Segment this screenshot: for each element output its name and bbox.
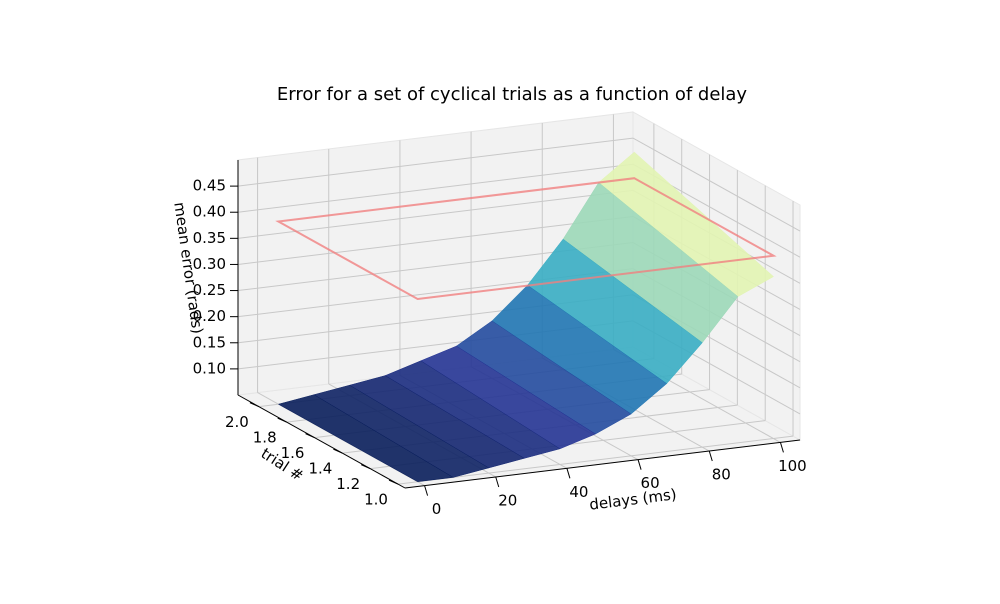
grid-line [237,189,634,239]
z-tick-label: 0.45 [193,177,226,195]
z-tick-label: 0.35 [193,229,226,247]
z-tick-label: 0.15 [193,333,226,351]
x-axis-label: delays (ms) [588,485,677,514]
x-tick [566,468,571,479]
surface-patch [277,394,454,482]
y-tick-label: 1.4 [308,460,332,478]
x-tick [495,476,500,488]
grid-line [237,163,634,213]
chart-title: Error for a set of cyclical trials as a … [277,84,748,105]
y-tick-label: 2.0 [225,413,249,431]
y-axis [237,394,406,489]
x-axis [404,439,801,489]
y-tick-label: 1.0 [364,491,388,509]
z-tick-label: 0.40 [193,203,226,221]
x-tick [637,459,642,470]
z-tick-label: 0.30 [193,255,226,273]
x-tick [708,450,713,462]
grid-line [237,215,634,265]
z-tick-label: 0.10 [193,359,226,377]
y-tick-label: 1.6 [281,444,305,462]
grid-line [397,435,794,485]
x-tick-label: 20 [498,491,517,509]
x-tick-label: 60 [641,474,660,492]
x-tick-label: 0 [432,500,442,518]
x-tick [424,485,429,496]
x-tick-label: 100 [778,457,807,475]
z-tick-label: 0.20 [193,307,226,325]
y-tick-label: 1.2 [336,475,360,493]
x-tick [779,442,784,453]
grid-line [632,137,801,232]
x-tick-label: 40 [569,483,588,501]
threshold-plane [275,177,777,301]
grid-line [237,137,634,187]
y-tick-label: 1.8 [253,429,277,447]
z-tick-label: 0.25 [193,281,226,299]
x-tick-label: 80 [712,466,731,484]
